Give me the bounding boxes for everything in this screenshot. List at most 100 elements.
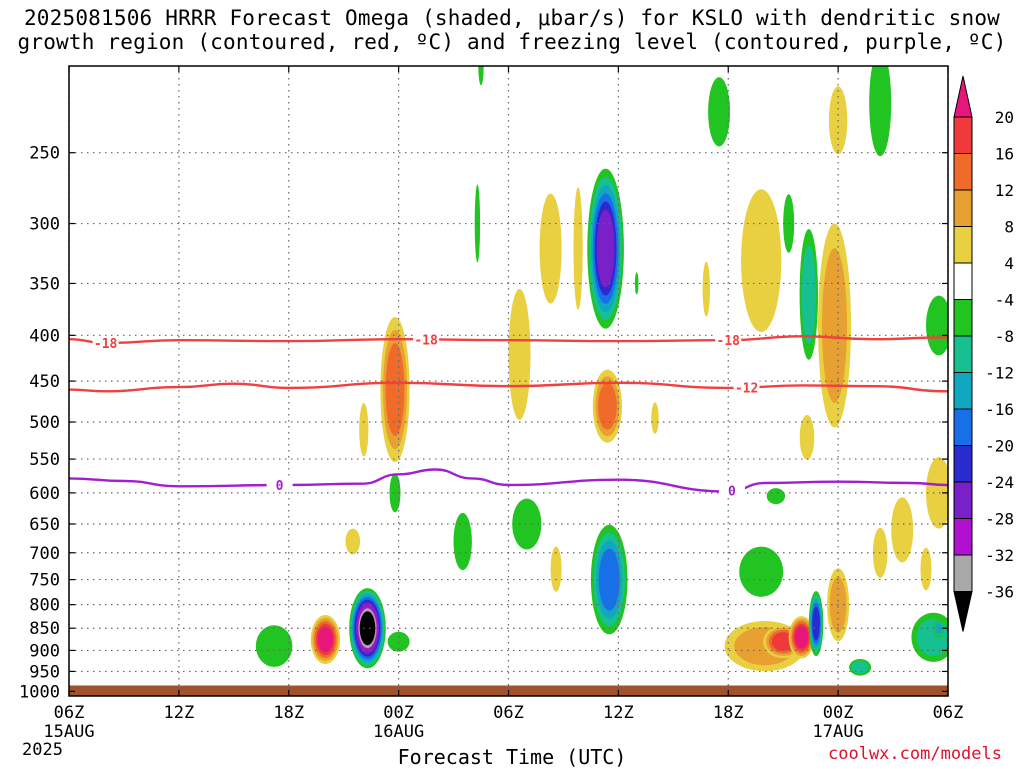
y-tick-label: 300	[29, 215, 60, 235]
contour-line	[69, 468, 948, 493]
omega-cell	[539, 193, 562, 304]
contour-label: 0	[728, 485, 736, 500]
colorbar-label: -36	[985, 583, 1014, 602]
x-tick-label: 12Z	[603, 703, 634, 723]
omega-band	[747, 555, 776, 588]
omega-cell	[651, 402, 659, 434]
omega-band	[804, 260, 814, 329]
omega-cell	[349, 588, 386, 669]
omega-cell	[634, 272, 639, 295]
colorbar-label: 16	[995, 145, 1014, 164]
omega-band	[712, 89, 727, 134]
contour-label-bg	[92, 336, 119, 351]
colorbar-label: 4	[1004, 254, 1014, 273]
omega-band	[360, 412, 367, 447]
omega-cell	[359, 403, 369, 457]
omega-band	[785, 204, 793, 243]
colorbar-segment	[953, 335, 973, 373]
colorbar-label: -28	[985, 510, 1014, 529]
omega-cell	[808, 591, 824, 657]
x-tick-label: 00Z	[383, 703, 414, 723]
omega-band	[348, 533, 358, 550]
y-tick-label: 350	[29, 274, 60, 294]
colorbar-label: -8	[995, 327, 1014, 346]
colorbar-segment	[953, 299, 973, 337]
omega-cell	[783, 194, 795, 253]
omega-band	[895, 509, 910, 551]
omega-cell	[380, 317, 410, 463]
colorbar-segment	[953, 554, 973, 592]
y-tick-label: 250	[29, 144, 60, 164]
colorbar-segment	[953, 226, 973, 264]
omega-band	[854, 663, 866, 672]
contour-label: -12	[735, 381, 758, 396]
contour-line	[69, 381, 948, 393]
omega-cell	[453, 512, 472, 571]
x-tick-label: 06Z	[54, 703, 85, 723]
x-tick-sublabel: 16AUG	[373, 722, 424, 742]
y-tick-label: 950	[29, 662, 60, 682]
credit-link[interactable]: coolwx.com/models	[828, 744, 1002, 764]
omega-cell	[739, 546, 784, 597]
y-tick-label: 450	[29, 372, 60, 392]
omega-band	[748, 214, 775, 307]
omega-band	[825, 272, 844, 379]
omega-band	[552, 554, 560, 584]
y-tick-label: 650	[29, 515, 60, 535]
omega-cell	[799, 229, 818, 360]
x-tick-label: 18Z	[273, 703, 304, 723]
x-axis-label: Forecast Time (UTC)	[397, 745, 627, 769]
contour-label-bg	[733, 380, 760, 395]
omega-band	[873, 68, 888, 138]
y-tick-label: 400	[29, 326, 60, 346]
omega-cell	[550, 546, 562, 592]
omega-cell	[255, 625, 293, 667]
contour-label: -18	[94, 337, 118, 352]
x-tick-sublabel: 15AUG	[43, 722, 94, 742]
contour-label: 0	[276, 479, 284, 494]
y-tick-label: 500	[29, 413, 60, 433]
contour-label-bg	[715, 333, 742, 348]
colorbar-segment	[953, 189, 973, 227]
colorbar-arrow-bottom	[953, 591, 973, 632]
omega-band	[543, 213, 558, 284]
colorbar-label: -16	[985, 400, 1014, 419]
colorbar-arrow-top	[953, 75, 973, 118]
contour-label: -18	[414, 333, 438, 348]
omega-band	[922, 555, 930, 583]
colorbar-label: -24	[985, 473, 1014, 492]
colorbar: 20 16 12 8 4 -4 -8 -12 -16 -20 -24 -28 -32 -36	[953, 75, 1014, 632]
omega-band	[796, 628, 807, 646]
colorbar-segment	[953, 445, 973, 483]
colorbar-label: -4	[995, 291, 1014, 310]
omega-band	[770, 491, 782, 502]
omega-band	[600, 389, 615, 424]
axes: 2503003504004505005506006507007508008509…	[19, 65, 964, 742]
y-tick-label: 1000	[19, 682, 60, 702]
contour-label: -18	[717, 334, 741, 349]
chart-title-line1: 2025081506 HRRR Forecast Omega (shaded, …	[23, 6, 1001, 30]
omega-cell	[708, 77, 731, 147]
y-tick-label: 550	[29, 450, 60, 470]
omega-cell	[818, 223, 851, 428]
omega-cell	[891, 497, 914, 563]
omega-band	[512, 312, 527, 397]
omega-band	[598, 218, 613, 280]
x-tick-label: 06Z	[493, 703, 524, 723]
colorbar-label: 8	[1004, 218, 1014, 237]
y-tick-label: 750	[29, 571, 60, 591]
omega-band	[575, 209, 581, 288]
omega-band	[774, 634, 792, 649]
omega-cell	[508, 288, 531, 420]
omega-field	[69, 66, 948, 696]
y-tick-label: 900	[29, 641, 60, 661]
omega-cell	[920, 547, 932, 591]
contour-label-bg	[266, 478, 293, 493]
colorbar-segment	[953, 262, 973, 300]
omega-band	[936, 624, 942, 633]
omega-cell	[592, 369, 623, 443]
x-tick-label: 06Z	[933, 703, 964, 723]
omega-cell	[387, 631, 410, 652]
omega-cell	[310, 615, 341, 664]
